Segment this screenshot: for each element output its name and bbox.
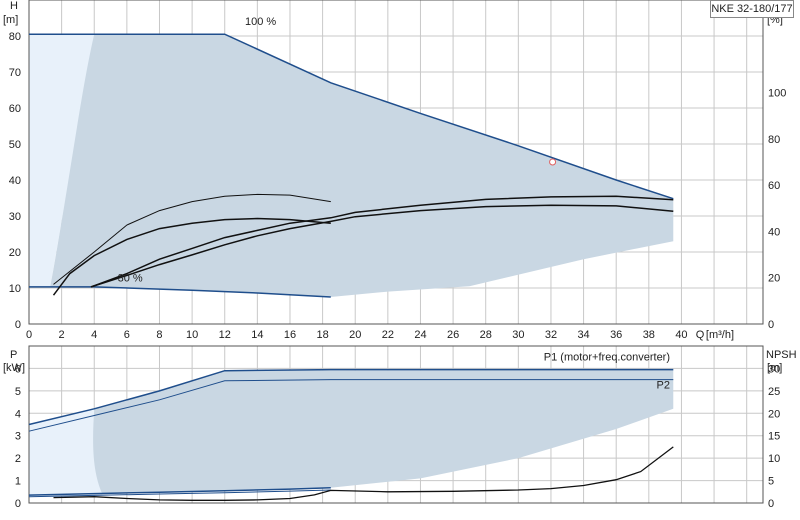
right-tick-label: 40	[768, 226, 780, 238]
range-light-area	[29, 34, 95, 287]
y-tick-label: 60	[9, 103, 21, 115]
series-efficiency_max-3	[52, 217, 331, 296]
series-p0-0	[28, 368, 674, 426]
legend-p2: P2	[657, 380, 670, 392]
x-tick-label: 18	[316, 329, 328, 341]
right-tick-label: 60	[768, 180, 780, 192]
npsh-axis-unit: [m]	[767, 362, 782, 374]
speed-label-100: 100 %	[245, 16, 276, 28]
npsh-tick-label: 10	[768, 453, 780, 465]
npsh-tick-label: 0	[768, 498, 774, 510]
x-tick-label: 24	[414, 329, 426, 341]
p-tick-label: 0	[15, 498, 21, 510]
y-tick-label: 80	[9, 31, 21, 43]
series-power_min_p2-3	[28, 489, 331, 498]
y-tick-label: 0	[15, 319, 21, 331]
y-tick-label: 70	[9, 67, 21, 79]
p-axis-label: P	[10, 349, 17, 361]
x-tick-label: 14	[251, 329, 263, 341]
p-tick-label: 1	[15, 476, 21, 488]
top-plot-frame	[28, 0, 764, 325]
legend-p1: P1 (motor+freq.converter)	[544, 352, 670, 364]
y-tick-label: 20	[9, 247, 21, 259]
p-tick-label: 4	[15, 408, 21, 420]
y-tick-label: 30	[9, 211, 21, 223]
speed-label-30: 30 %	[118, 273, 143, 285]
x-tick-label: 28	[480, 329, 492, 341]
right-tick-label: 20	[768, 273, 780, 285]
p-tick-label: 6	[15, 363, 21, 375]
y-axis-label: H	[10, 0, 18, 12]
y-tick-label: 10	[9, 283, 21, 295]
npsh-tick-label: 15	[768, 431, 780, 443]
power-range-light-area	[29, 408, 103, 497]
power-range-area	[93, 369, 674, 495]
x-tick-label: 38	[643, 329, 655, 341]
x-tick-label: 32	[545, 329, 557, 341]
series-head_max-0	[29, 33, 674, 200]
series-power_min_p1-2	[28, 486, 331, 496]
npsh-tick-label: 20	[768, 408, 780, 420]
x-tick-label: 20	[349, 329, 361, 341]
series-efficiency_max-4	[90, 195, 674, 288]
x-tick-label: 22	[382, 329, 394, 341]
series-p1-1	[28, 379, 674, 432]
x-tick-label: 12	[219, 329, 231, 341]
x-tick-label: 2	[59, 329, 65, 341]
y-tick-label: 40	[9, 175, 21, 187]
series-efficiency_max-2	[53, 193, 331, 285]
x-tick-label: 26	[447, 329, 459, 341]
npsh-tick-label: 25	[768, 386, 780, 398]
x-tick-label: 34	[577, 329, 589, 341]
y-axis-unit: [m]	[3, 14, 18, 26]
operating-point-marker	[549, 158, 557, 166]
x-tick-label: 40	[675, 329, 687, 341]
p-tick-label: 5	[15, 386, 21, 398]
x-axis-label: Q	[696, 329, 705, 341]
x-axis-unit: [m³/h]	[706, 329, 734, 341]
range-operating-area	[50, 34, 674, 297]
npsh-axis-label: NPSH	[766, 349, 797, 361]
p-axis-unit: [kW]	[3, 362, 25, 374]
right-tick-label: 0	[768, 319, 774, 331]
p-tick-label: 3	[15, 431, 21, 443]
x-tick-label: 8	[156, 329, 162, 341]
right-tick-label: 80	[768, 134, 780, 146]
x-tick-label: 4	[91, 329, 97, 341]
model-label: NKE 32-180/177	[710, 0, 794, 18]
p-tick-label: 2	[15, 453, 21, 465]
x-tick-label: 16	[284, 329, 296, 341]
x-tick-label: 30	[512, 329, 524, 341]
series-npsh-4	[53, 446, 674, 501]
y-tick-label: 50	[9, 139, 21, 151]
npsh-tick-label: 30	[768, 363, 780, 375]
x-tick-label: 10	[186, 329, 198, 341]
x-tick-label: 36	[610, 329, 622, 341]
series-head_min-1	[29, 286, 331, 298]
series-efficiency_min-5	[90, 204, 674, 288]
right-tick-label: 100	[768, 88, 786, 100]
npsh-tick-label: 5	[768, 476, 774, 488]
x-tick-label: 0	[26, 329, 32, 341]
x-tick-label: 6	[124, 329, 130, 341]
